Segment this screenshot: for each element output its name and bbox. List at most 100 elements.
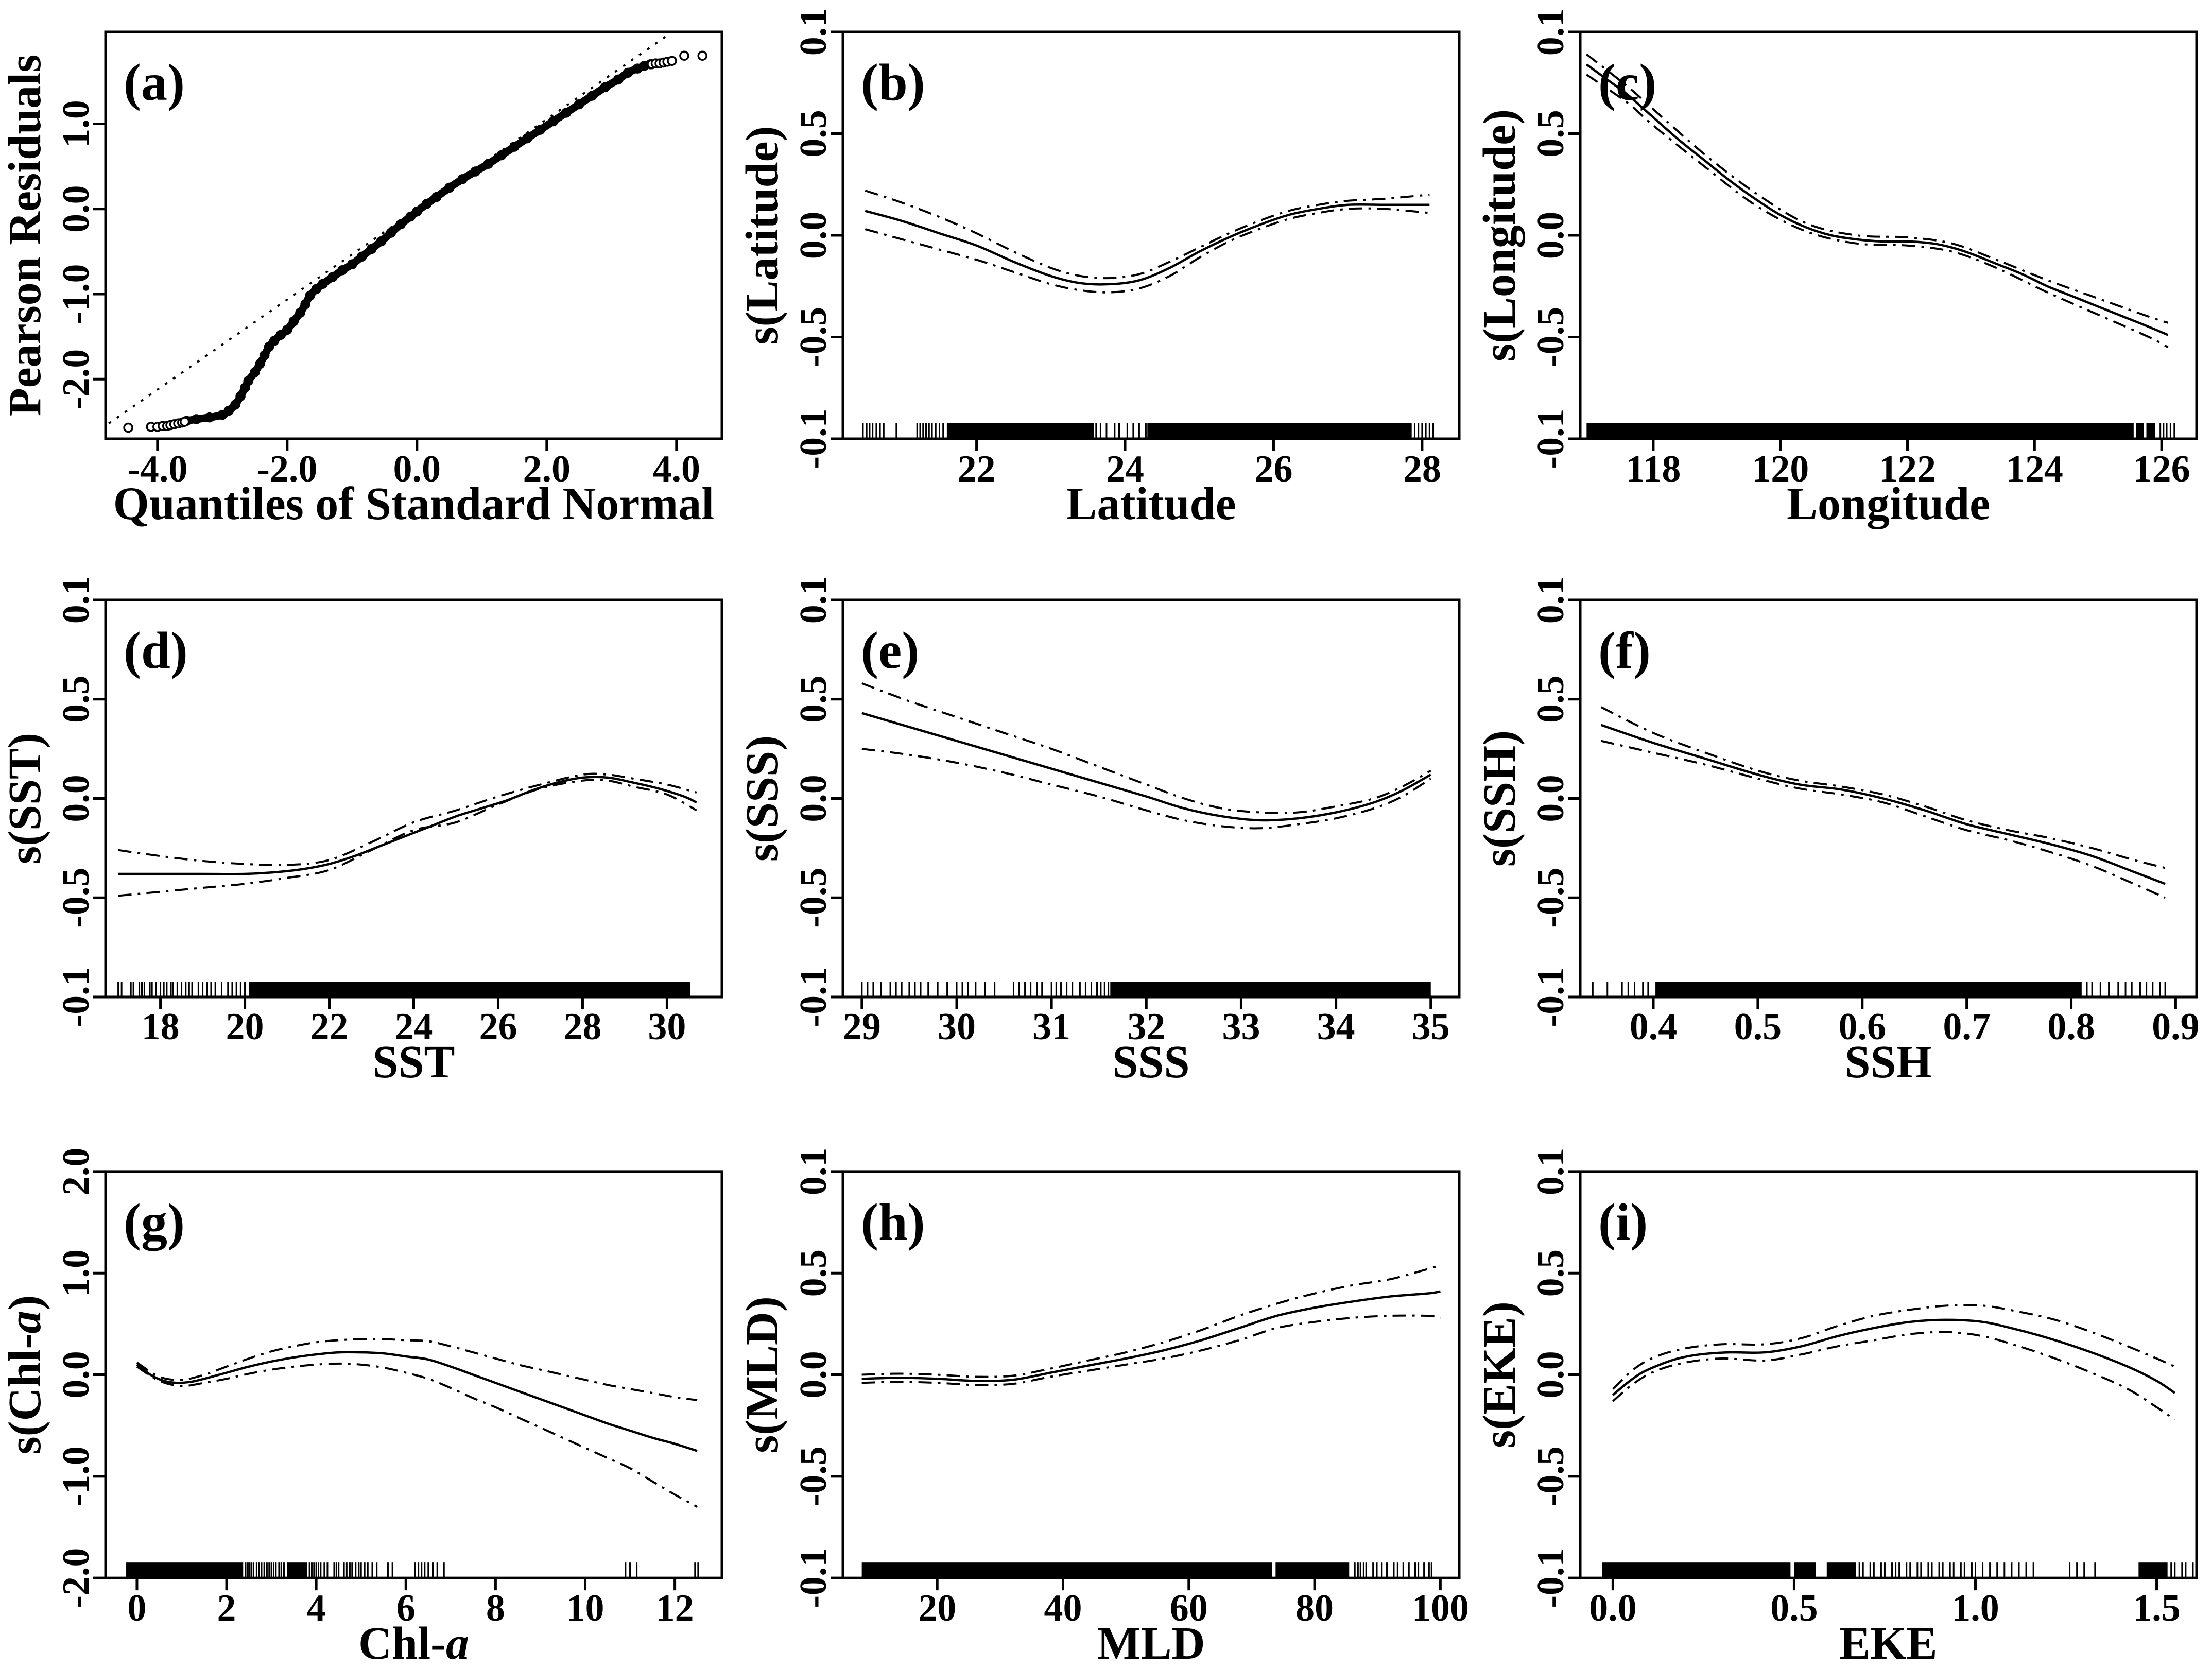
x-tick-label: 2.0 [523,448,571,490]
fit-curve [1585,63,2169,336]
y-tick-label: 0.0 [792,775,835,822]
rug [1602,1562,2194,1577]
qq-point [327,272,338,282]
y-tick-label: 0.0 [792,1351,834,1398]
y-tick-label: -0.5 [55,868,97,928]
plot-box [841,1170,1461,1579]
upper-ci-curve [118,772,697,867]
rug-solid-band [1586,423,2134,438]
y-tick-label: 0.5 [792,676,835,724]
qq-outlier-point [667,56,677,66]
x-tick-label: 6 [396,1587,416,1629]
rug-solid-band [2138,1562,2168,1577]
lower-ci-curve [1586,74,2169,349]
plot-box [1579,1170,2198,1579]
x-axis-label: EKE [1839,1618,1937,1668]
lower-ci-curve [118,779,697,897]
y-axis-label: s(Longitude) [1475,109,1525,362]
x-tick-label: 35 [1412,1006,1450,1048]
x-tick-label: 30 [648,1006,686,1048]
qq-outlier-point [179,417,190,427]
fit-curve [118,776,697,875]
y-tick-label: -0.5 [792,868,835,928]
qq-points-band [183,60,654,425]
y-tick-label: -0.5 [792,1446,834,1506]
qq-point [269,336,280,346]
y-tick-label: 0.5 [792,110,835,158]
y-axis-label: s(MLD) [737,1296,788,1453]
x-tick-label: 10 [566,1587,604,1629]
x-tick-label: 26 [479,1006,517,1048]
x-tick-label: 30 [938,1006,976,1048]
y-tick-label: -2.0 [55,349,97,409]
x-axis-label: SSH [1844,1037,1932,1088]
y-axis-label: s(Latitude) [737,126,788,345]
rug-solid-band [861,1562,1272,1577]
y-tick-label: 0.5 [1529,1249,1571,1297]
y-tick-label: 0.0 [1529,1351,1571,1398]
x-tick-label: 8 [486,1587,505,1629]
y-axis-label: Pearson Residuals [0,55,50,417]
x-axis-label: MLD [1097,1618,1205,1668]
rug [126,1562,699,1577]
x-tick-label: 120 [1752,448,1809,490]
x-tick-label: 0.7 [1943,1006,1991,1048]
panel-letter: (f) [1598,622,1651,680]
y-tick-label: 0.0 [1530,212,1572,260]
y-tick-label: 1.0 [55,100,97,147]
upper-ci-curve [865,190,1430,280]
qq-point [356,251,367,262]
panel-letter: (g) [124,1193,185,1251]
y-axis-label: s(SSS) [737,735,788,862]
y-axis-label: s(SSH) [1475,730,1525,867]
panel-d-s-sst: 0.1 0.5 0.0 -0.5 -0.1 18 20 22 24 26 28 30 SST s(SST)… [0,576,723,1088]
upper-ci-curve [861,682,1431,814]
plot-box [104,598,723,999]
y-tick-label: -0.1 [792,967,835,1027]
rug [1586,423,2175,438]
x-tick-label: 0.4 [1630,1006,1678,1048]
y-tick-label: 0.0 [55,775,97,822]
qq-point [295,307,305,318]
x-tick-label: 1.0 [1951,1587,1999,1629]
qq-point [259,350,270,360]
x-tick-label: 12 [656,1587,694,1629]
rug [861,982,1431,996]
qq-point [311,284,322,294]
qq-point [366,244,377,254]
qq-point [587,91,597,101]
x-tick-label: 26 [1254,448,1292,490]
panel-letter: (i) [1598,1193,1648,1251]
qq-point [204,412,215,423]
x-tick-label: 24 [395,1006,433,1048]
x-tick-label: 4 [307,1587,326,1629]
x-tick-label: 34 [1317,1006,1355,1048]
qq-point [255,358,265,369]
qq-point [282,324,292,335]
y-tick-label: 0.5 [1530,676,1572,724]
qq-point [483,159,494,169]
fit-curve [1600,724,2166,885]
x-tick-label: 24 [1106,448,1144,490]
y-tick-label: 0.1 [792,8,835,56]
qq-point [405,211,416,222]
y-tick-label: 0.5 [1530,110,1572,158]
y-tick-label: -0.5 [1529,1446,1571,1506]
rug [1592,982,2166,996]
x-tick-label: 20 [226,1006,264,1048]
x-tick-label: 0.0 [393,448,441,490]
x-tick-label: 4.0 [653,448,701,490]
fit-curve [861,712,1431,822]
qq-point [386,228,396,238]
qq-point [509,142,520,152]
qq-point [223,405,234,416]
x-axis-label: SSS [1112,1037,1189,1088]
x-tick-label: 28 [1403,448,1441,490]
x-axis-label: Chl-a [358,1618,469,1668]
x-tick-label: 60 [1170,1587,1208,1629]
reference-line [108,32,671,424]
lower-ci-curve [865,207,1430,294]
y-tick-label: 0.0 [792,212,835,260]
x-tick-label: 2 [217,1587,236,1629]
lower-ci-curve [1601,740,2166,899]
